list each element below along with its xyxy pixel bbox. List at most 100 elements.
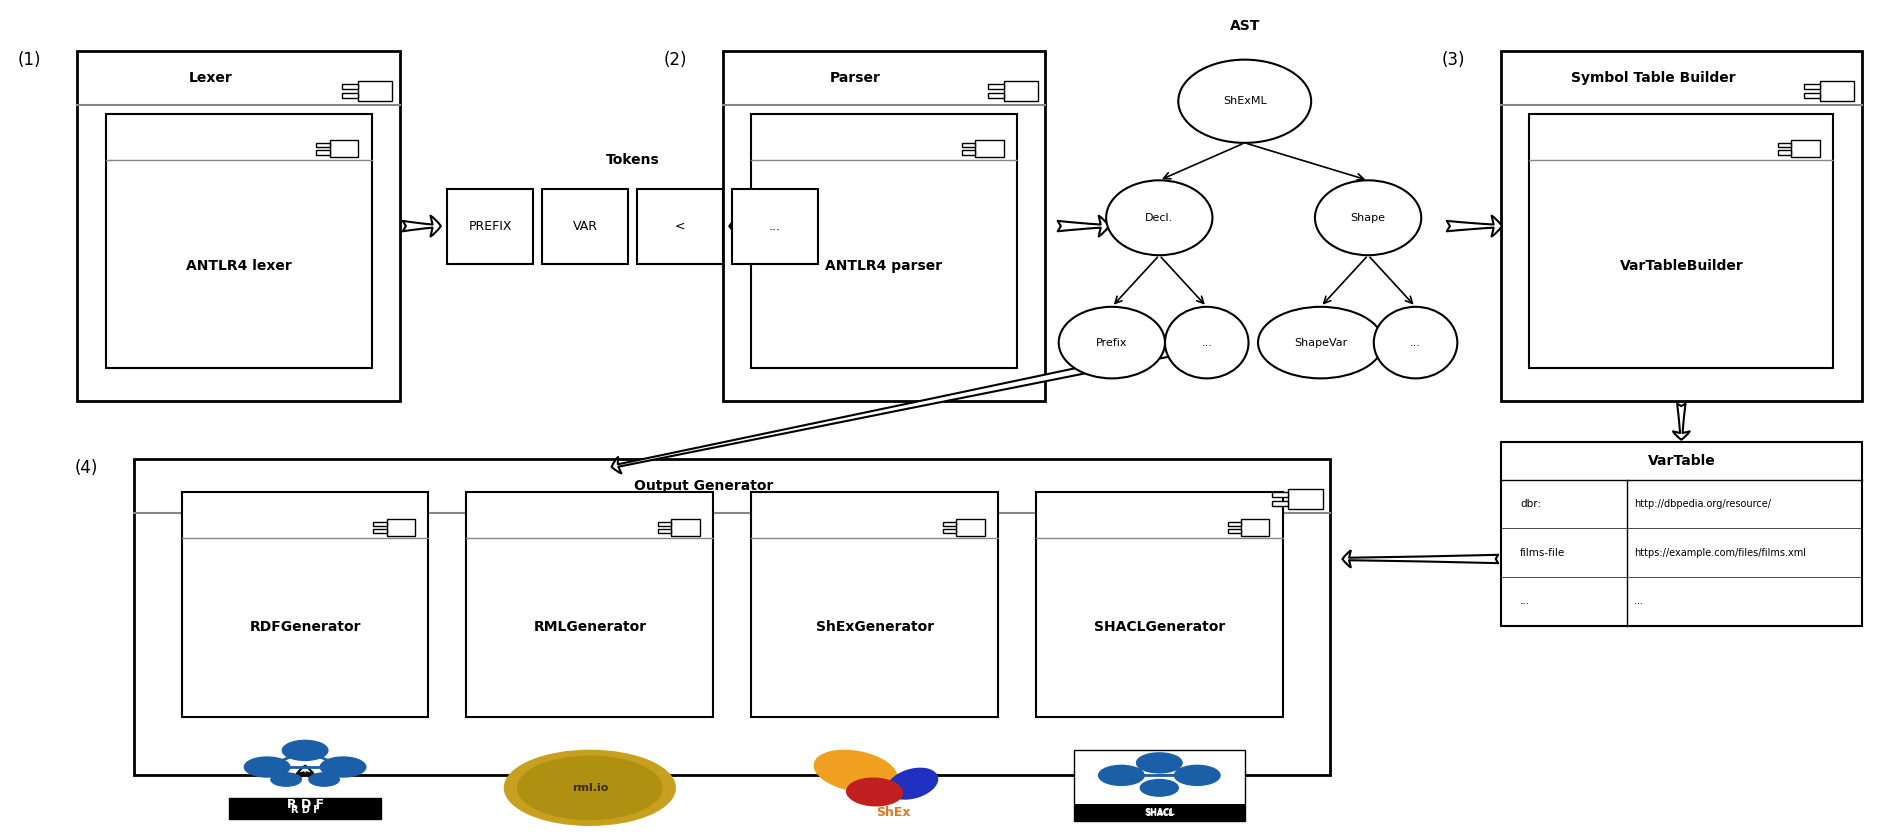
Bar [962,143,975,147]
Ellipse shape [886,767,939,800]
Ellipse shape [1106,180,1213,256]
Text: https://example.com/files/films.xml: https://example.com/files/films.xml [1635,548,1806,558]
Bar [962,150,975,154]
Bar [1804,94,1819,99]
FancyBboxPatch shape [1502,443,1861,625]
Ellipse shape [1258,306,1384,378]
Text: R D F: R D F [287,798,323,811]
Bar [1241,519,1270,536]
Circle shape [283,741,327,761]
Bar [1228,529,1241,534]
FancyBboxPatch shape [466,493,713,717]
Bar [956,519,985,536]
Text: films-file: films-file [1521,548,1565,558]
Circle shape [308,773,338,787]
Ellipse shape [1165,306,1249,378]
Bar [1777,150,1791,154]
Text: RMLGenerator: RMLGenerator [534,620,646,635]
Circle shape [319,757,365,777]
FancyBboxPatch shape [1502,51,1861,401]
Circle shape [1137,753,1182,773]
FancyBboxPatch shape [751,493,998,717]
Text: RDFGenerator: RDFGenerator [249,620,361,635]
Text: VAR: VAR [572,220,597,233]
Circle shape [1099,766,1144,786]
Bar [342,84,357,89]
Bar [1777,143,1791,147]
Text: (4): (4) [76,459,99,477]
Bar [989,84,1004,89]
Text: ...: ... [1411,337,1422,347]
FancyBboxPatch shape [732,189,817,264]
Text: SHACLGenerator: SHACLGenerator [1093,620,1224,635]
Bar [1272,492,1289,497]
Bar [658,529,671,534]
Bar [357,81,392,101]
Text: ...: ... [768,220,781,233]
Text: <: < [675,220,684,233]
FancyBboxPatch shape [637,189,722,264]
FancyBboxPatch shape [182,493,428,717]
Text: ANTLR4 parser: ANTLR4 parser [825,259,943,273]
Text: rml.io: rml.io [572,783,608,793]
Bar [1289,489,1323,509]
Bar [329,140,357,157]
Text: Parser: Parser [831,71,880,85]
Circle shape [272,773,300,787]
Text: Decl.: Decl. [1144,213,1173,223]
FancyBboxPatch shape [751,114,1017,367]
Ellipse shape [846,777,903,807]
Text: SHACL: SHACL [1144,808,1175,817]
Text: ...: ... [1201,337,1213,347]
Text: Shape: Shape [1350,213,1386,223]
FancyBboxPatch shape [230,797,380,818]
Text: http://dbpedia.org/resource/: http://dbpedia.org/resource/ [1635,499,1772,509]
Text: dbr:: dbr: [1521,499,1542,509]
Bar [943,522,956,526]
Circle shape [1141,780,1179,796]
FancyBboxPatch shape [542,189,627,264]
Bar [671,519,700,536]
Bar [373,529,386,534]
Ellipse shape [1315,180,1422,256]
Bar [373,522,386,526]
Text: Prefix: Prefix [1097,337,1127,347]
Circle shape [245,757,291,777]
FancyBboxPatch shape [1074,751,1245,821]
Bar [1228,522,1241,526]
Ellipse shape [1059,306,1165,378]
Circle shape [517,757,662,819]
Bar [1804,84,1819,89]
Bar [975,140,1004,157]
Text: ...: ... [1635,596,1644,606]
Bar [316,143,329,147]
Bar [943,529,956,534]
FancyBboxPatch shape [1530,114,1833,367]
Ellipse shape [1374,306,1458,378]
Text: VarTable: VarTable [1648,454,1715,468]
Ellipse shape [1179,59,1312,143]
Bar [1819,81,1853,101]
Text: Symbol Table Builder: Symbol Table Builder [1570,71,1736,85]
Text: ...: ... [1521,596,1530,606]
Text: Lexer: Lexer [188,71,232,85]
FancyBboxPatch shape [135,459,1331,776]
Text: (1): (1) [19,51,42,69]
Bar [1004,81,1038,101]
Bar [989,94,1004,99]
Text: ANTLR4 lexer: ANTLR4 lexer [186,259,291,273]
Text: ShapeVar: ShapeVar [1295,337,1348,347]
Text: ShEx: ShEx [876,807,911,819]
Bar [342,94,357,99]
Text: (3): (3) [1441,51,1466,69]
Text: AST: AST [1230,19,1260,33]
Text: VarTableBuilder: VarTableBuilder [1620,259,1743,273]
Bar [1272,501,1289,506]
Circle shape [1175,766,1220,786]
FancyBboxPatch shape [106,114,371,367]
Text: PREFIX: PREFIX [468,220,511,233]
Bar [386,519,414,536]
Text: ShExML: ShExML [1222,96,1266,106]
Text: R D F: R D F [291,805,319,815]
Bar [658,522,671,526]
